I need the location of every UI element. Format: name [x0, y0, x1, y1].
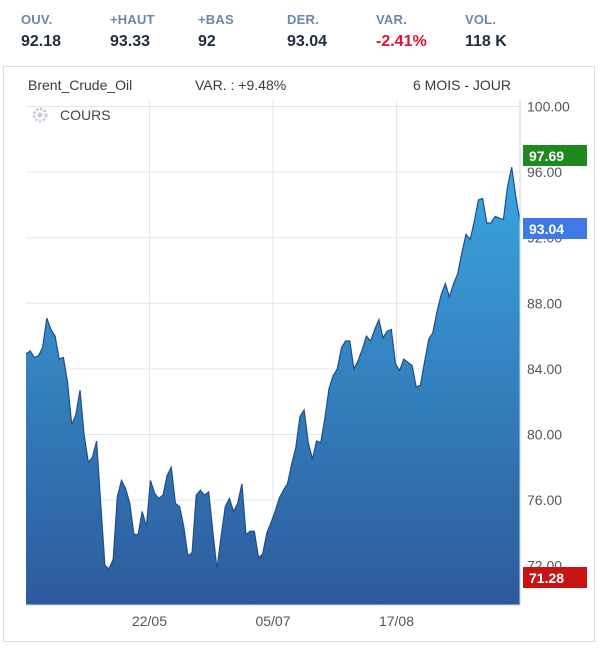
stat-last-label: DER. [287, 12, 319, 27]
y-tick-label: 96.00 [527, 164, 562, 180]
last-badge-value: 93.04 [529, 221, 564, 237]
stat-high-label: +HAUT [110, 12, 155, 27]
x-axis-labels: 22/05 05/07 17/08 [132, 613, 414, 629]
stat-open-value: 92.18 [21, 33, 62, 50]
stat-high: +HAUT 93.33 [110, 12, 155, 51]
x-tick-label: 22/05 [132, 613, 167, 629]
stat-open-label: OUV. [21, 12, 53, 27]
high-badge-bg [523, 145, 587, 166]
settings-icon[interactable] [32, 107, 48, 123]
last-badge-bg [523, 218, 587, 239]
stat-low-value: 92 [198, 33, 216, 50]
legend-cours: COURS [32, 107, 111, 123]
y-tick-label: 84.00 [527, 361, 562, 377]
stat-variation-value: -2.41% [376, 33, 427, 50]
stat-low: +BAS 92 [198, 12, 234, 51]
stat-volume-label: VOL. [465, 12, 497, 27]
low-badge-bg [523, 567, 587, 588]
low-badge: 71.28 [523, 567, 587, 588]
chart-panel [3, 66, 595, 642]
high-badge-value: 97.69 [529, 148, 564, 164]
stat-volume-value: 118 K [465, 33, 507, 50]
stat-volume: VOL. 118 K [465, 12, 507, 51]
y-tick-label: 80.00 [527, 426, 562, 442]
stat-low-label: +BAS [198, 12, 234, 27]
period-variation: VAR. : +9.48% [195, 77, 287, 93]
stat-open: OUV. 92.18 [21, 12, 61, 51]
stat-last-value: 93.04 [287, 33, 328, 50]
period-label: 6 MOIS - JOUR [413, 77, 512, 93]
instrument-name: Brent_Crude_Oil [28, 77, 133, 93]
stat-variation: VAR. -2.41% [376, 12, 427, 51]
y-tick-label: 100.00 [527, 99, 570, 115]
y-tick-label: 88.00 [527, 295, 562, 311]
stat-last: DER. 93.04 [287, 12, 327, 51]
y-axis-labels: 72.0076.0080.0084.0088.0092.0096.00100.0… [527, 99, 570, 574]
high-badge: 97.69 [523, 145, 587, 166]
price-line [25, 167, 521, 570]
stats-bar: OUV. 92.18 +HAUT 93.33 +BAS 92 DER. 93.0… [0, 0, 602, 62]
stat-variation-label: VAR. [376, 12, 407, 27]
y-tick-label: 76.00 [527, 492, 562, 508]
x-tick-label: 17/08 [379, 613, 414, 629]
x-tick-label: 05/07 [255, 613, 290, 629]
low-badge-value: 71.28 [529, 570, 564, 586]
last-badge: 93.04 [523, 218, 587, 239]
legend-label: COURS [60, 107, 111, 123]
stat-high-value: 93.33 [110, 33, 151, 50]
